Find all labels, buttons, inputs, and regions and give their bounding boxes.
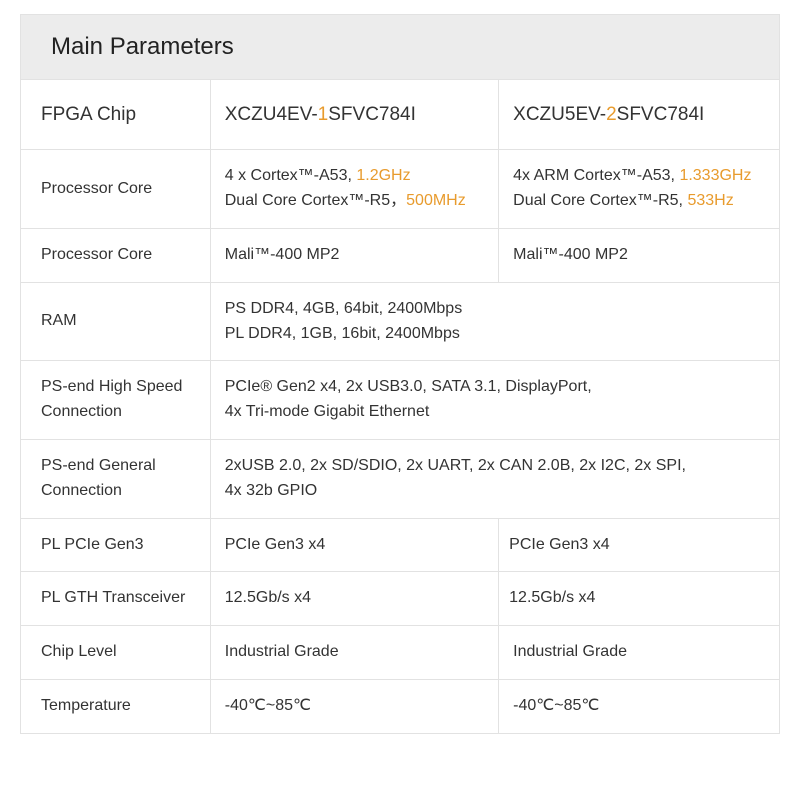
psg-l1: 2xUSB 2.0, 2x SD/SDIO, 2x UART, 2x CAN 2… (225, 457, 686, 474)
row-ps-general: PS-end General Connection 2xUSB 2.0, 2x … (21, 440, 780, 519)
col-product-1: XCZU4EV-1SFVC784I (210, 80, 498, 150)
cell-gth-c2: 12.5Gb/s x4 (499, 572, 780, 626)
header-row: FPGA Chip XCZU4EV-1SFVC784I XCZU5EV-2SFV… (21, 80, 780, 150)
proc1-c2-l2b: 533Hz (687, 192, 733, 209)
cell-proc1-c2: 4x ARM Cortex™-A53, 1.333GHz Dual Core C… (499, 150, 780, 229)
ram-l1: PS DDR4, 4GB, 64bit, 2400Mbps (225, 300, 462, 317)
label-proc1: Processor Core (21, 150, 211, 229)
label-chip: Chip Level (21, 626, 211, 680)
pshs-l2: 4x Tri-mode Gigabit Ethernet (225, 403, 430, 420)
col-product-2: XCZU5EV-2SFVC784I (499, 80, 780, 150)
row-pl-gth: PL GTH Transceiver 12.5Gb/s x4 12.5Gb/s … (21, 572, 780, 626)
cell-pcie-c2: PCIe Gen3 x4 (499, 518, 780, 572)
label-gth: PL GTH Transceiver (21, 572, 211, 626)
cell-proc2-c2: Mali™-400 MP2 (499, 229, 780, 283)
proc1-c2-l1a: 4x ARM Cortex™-A53, (513, 167, 679, 184)
cell-chip-c1: Industrial Grade (210, 626, 498, 680)
row-ps-highspeed: PS-end High Speed Connection PCIe® Gen2 … (21, 361, 780, 440)
proc1-c1-l1a: 4 x Cortex™-A53, (225, 167, 357, 184)
chip2-pre: XCZU5EV- (513, 104, 606, 125)
cell-gth-c1: 12.5Gb/s x4 (210, 572, 498, 626)
row-temperature: Temperature -40℃~85℃ -40℃~85℃ (21, 680, 780, 734)
cell-ram: PS DDR4, 4GB, 64bit, 2400Mbps PL DDR4, 1… (210, 282, 779, 361)
row-pl-pcie: PL PCIe Gen3 PCIe Gen3 x4 PCIe Gen3 x4 (21, 518, 780, 572)
row-chip-level: Chip Level Industrial Grade Industrial G… (21, 626, 780, 680)
label-pshs: PS-end High Speed Connection (21, 361, 211, 440)
proc1-c2-l2a: Dual Core Cortex™-R5, (513, 192, 687, 209)
cell-temp-c2: -40℃~85℃ (499, 680, 780, 734)
cell-proc2-c1: Mali™-400 MP2 (210, 229, 498, 283)
proc1-c1-l2b: 500MHz (406, 192, 466, 209)
chip2-post: SFVC784I (617, 104, 705, 125)
spec-table-container: Main Parameters FPGA Chip XCZU4EV-1SFVC7… (0, 0, 800, 800)
row-ram: RAM PS DDR4, 4GB, 64bit, 2400Mbps PL DDR… (21, 282, 780, 361)
proc1-c2-l1b: 1.333GHz (679, 167, 751, 184)
label-ram: RAM (21, 282, 211, 361)
cell-pcie-c1: PCIe Gen3 x4 (210, 518, 498, 572)
cell-pshs: PCIe® Gen2 x4, 2x USB3.0, SATA 3.1, Disp… (210, 361, 779, 440)
section-title: Main Parameters (20, 14, 780, 79)
cell-chip-c2: Industrial Grade (499, 626, 780, 680)
row-processor-core-2: Processor Core Mali™-400 MP2 Mali™-400 M… (21, 229, 780, 283)
proc1-c1-l2a: Dual Core Cortex™-R5， (225, 192, 406, 209)
cell-temp-c1: -40℃~85℃ (210, 680, 498, 734)
parameters-table: FPGA Chip XCZU4EV-1SFVC784I XCZU5EV-2SFV… (20, 79, 780, 734)
cell-proc1-c1: 4 x Cortex™-A53, 1.2GHz Dual Core Cortex… (210, 150, 498, 229)
row-processor-core-1: Processor Core 4 x Cortex™-A53, 1.2GHz D… (21, 150, 780, 229)
label-temp: Temperature (21, 680, 211, 734)
chip1-pre: XCZU4EV- (225, 104, 318, 125)
label-psg: PS-end General Connection (21, 440, 211, 519)
chip1-post: SFVC784I (328, 104, 416, 125)
pshs-l1: PCIe® Gen2 x4, 2x USB3.0, SATA 3.1, Disp… (225, 378, 592, 395)
ram-l2: PL DDR4, 1GB, 16bit, 2400Mbps (225, 325, 460, 342)
col-label-fpga: FPGA Chip (21, 80, 211, 150)
proc1-c1-l1b: 1.2GHz (356, 167, 410, 184)
cell-psg: 2xUSB 2.0, 2x SD/SDIO, 2x UART, 2x CAN 2… (210, 440, 779, 519)
label-pcie: PL PCIe Gen3 (21, 518, 211, 572)
psg-l2: 4x 32b GPIO (225, 482, 318, 499)
chip2-hl: 2 (606, 104, 617, 125)
label-proc2: Processor Core (21, 229, 211, 283)
chip1-hl: 1 (318, 104, 329, 125)
